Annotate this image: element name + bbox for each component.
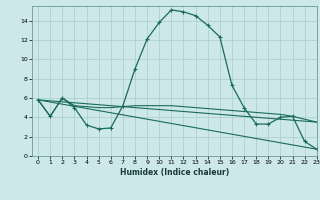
X-axis label: Humidex (Indice chaleur): Humidex (Indice chaleur) (120, 168, 229, 177)
